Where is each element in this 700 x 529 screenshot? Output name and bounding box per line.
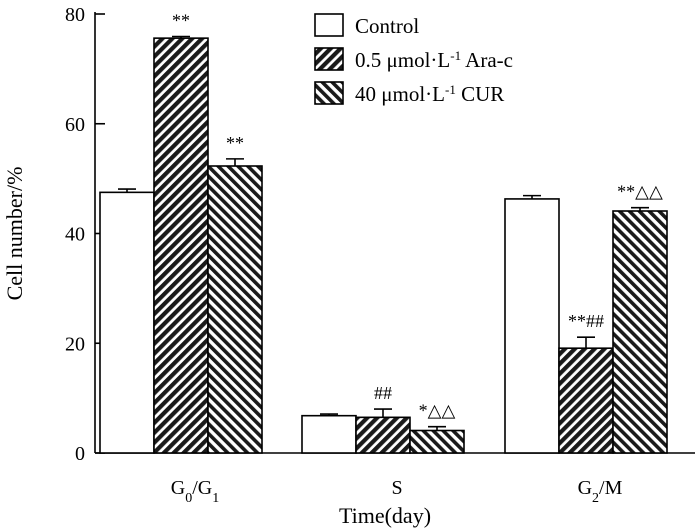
y-tick-label: 40 [65, 224, 85, 246]
bar [355, 416, 411, 454]
legend: Control 0.5 μmol·L-1 Ara-c 40 μmol·L-1 CUR [314, 13, 513, 107]
x-tick-label: G0/G1 [171, 477, 219, 506]
x-tick-label: S [391, 477, 402, 499]
y-tick-label: 60 [65, 114, 85, 136]
bar [558, 347, 614, 454]
legend-swatch [314, 81, 344, 105]
significance-label: ** [226, 133, 244, 153]
bar [99, 191, 155, 454]
significance-label: ## [374, 383, 392, 403]
x-tick-label: G2/M [578, 477, 623, 506]
labels: ** ** G0/G1 ## *△△ S **## **△△ G2/M [171, 10, 663, 505]
y-tick-label: 80 [65, 4, 85, 26]
x-axis-title: Time(day) [339, 503, 431, 528]
bars [99, 35, 668, 454]
legend-label: 40 μmol·L-1 CUR [355, 82, 504, 107]
bar [207, 165, 263, 454]
significance-label: **## [568, 311, 604, 331]
significance-label: *△△ [419, 401, 456, 421]
y-axis-title: Cell number/% [2, 167, 27, 301]
bar [301, 414, 357, 454]
legend-swatch [314, 47, 344, 71]
y-tick-label: 20 [65, 333, 85, 355]
significance-label: ** [172, 10, 190, 30]
axes: 0 20 40 60 80 Cell number/% Time(day) [2, 4, 695, 528]
bar [153, 37, 209, 454]
legend-label: Control [355, 14, 419, 38]
bar [409, 429, 465, 454]
significance-label: **△△ [617, 182, 663, 202]
legend-label: 0.5 μmol·L-1 Ara-c [355, 48, 513, 73]
bar [612, 210, 668, 454]
y-tick-label: 0 [75, 443, 85, 465]
bar [504, 198, 560, 454]
legend-swatch [314, 13, 344, 37]
